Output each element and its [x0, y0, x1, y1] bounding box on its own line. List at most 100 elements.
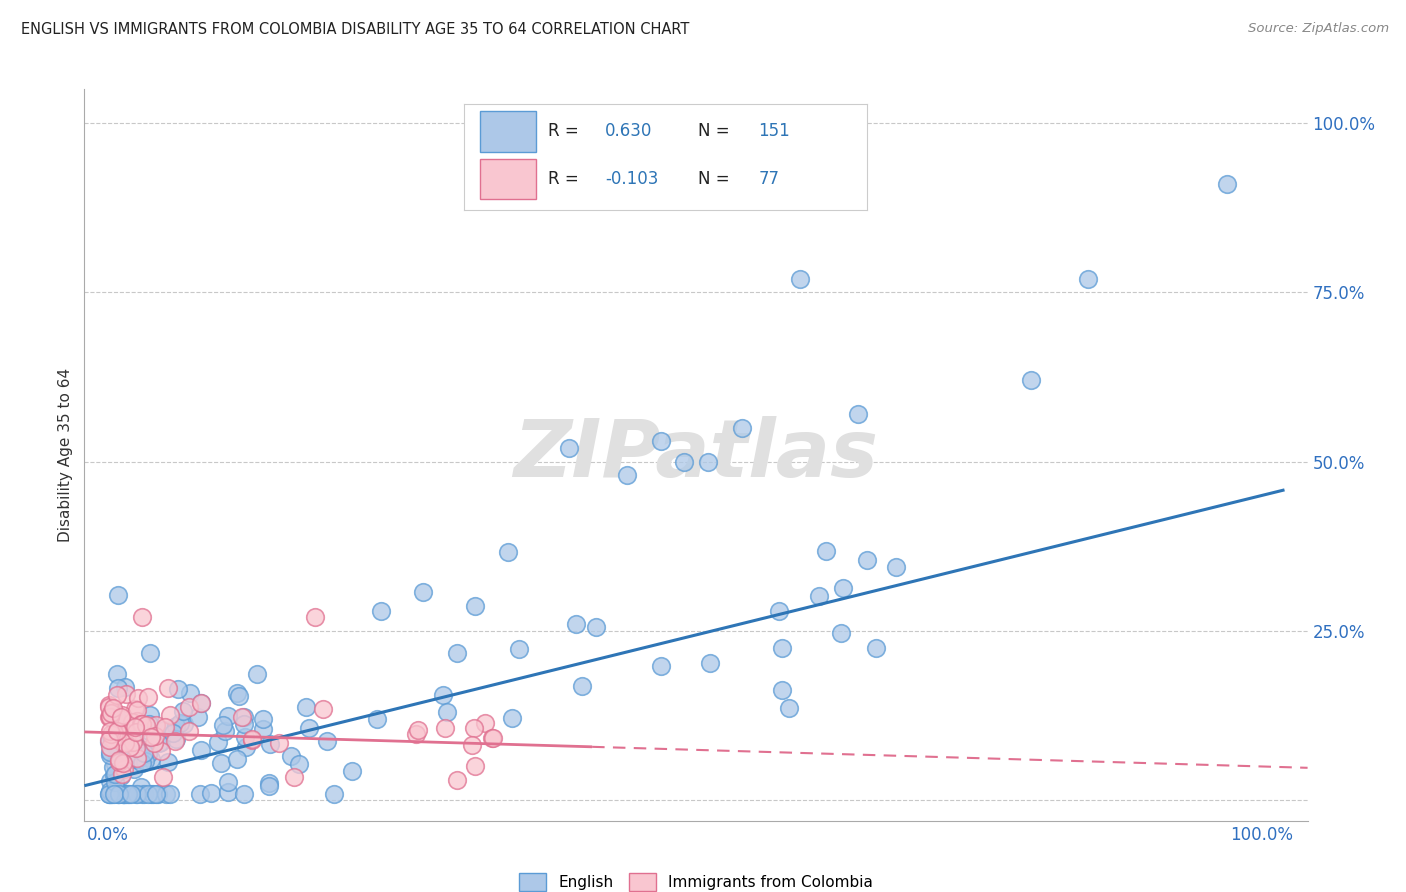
Point [98, 787, 121, 801]
Point [98, 747, 121, 762]
Point [460, 738, 482, 752]
Point [125, 751, 148, 765]
Point [179, 686, 201, 700]
Point [148, 736, 170, 750]
Point [153, 723, 176, 738]
Point [121, 714, 143, 729]
Point [120, 787, 142, 801]
Point [131, 719, 153, 733]
Point [108, 753, 131, 767]
Point [283, 770, 305, 784]
Point [110, 769, 132, 783]
Point [789, 272, 811, 286]
Point [103, 768, 125, 782]
Point [112, 787, 135, 801]
Point [173, 717, 195, 731]
Point [98, 723, 121, 738]
Point [131, 610, 153, 624]
Point [105, 688, 128, 702]
Point [217, 709, 239, 723]
Point [110, 713, 132, 727]
Point [138, 724, 160, 739]
Point [127, 714, 149, 728]
Text: Source: ZipAtlas.com: Source: ZipAtlas.com [1249, 22, 1389, 36]
Point [855, 553, 877, 567]
Point [832, 582, 855, 596]
Point [304, 610, 326, 624]
Point [508, 641, 530, 656]
Point [104, 767, 127, 781]
Point [103, 759, 125, 773]
Point [115, 727, 138, 741]
Point [173, 704, 195, 718]
Point [100, 706, 122, 720]
Point [114, 681, 136, 695]
Point [146, 787, 169, 801]
Point [142, 787, 165, 801]
Point [124, 720, 146, 734]
Point [558, 441, 581, 455]
Point [143, 736, 166, 750]
Point [179, 700, 201, 714]
Point [259, 737, 281, 751]
Point [138, 717, 160, 731]
Point [105, 724, 128, 739]
Legend: English, Immigrants from Colombia: English, Immigrants from Colombia [513, 867, 879, 892]
Point [226, 686, 249, 700]
Point [280, 748, 302, 763]
Point [114, 736, 136, 750]
Point [115, 687, 138, 701]
Point [110, 767, 132, 781]
Point [165, 731, 187, 746]
Point [100, 787, 122, 801]
Point [298, 721, 321, 735]
Point [98, 774, 121, 789]
Point [770, 683, 793, 698]
Y-axis label: Disability Age 35 to 64: Disability Age 35 to 64 [58, 368, 73, 542]
Point [132, 746, 155, 760]
Point [340, 764, 363, 778]
Point [233, 709, 256, 723]
Point [190, 696, 212, 710]
Point [242, 732, 264, 747]
Point [187, 710, 209, 724]
Point [97, 787, 120, 801]
Point [122, 731, 145, 745]
Point [257, 780, 280, 794]
Point [105, 739, 128, 754]
Text: ZIPatlas: ZIPatlas [513, 416, 879, 494]
Point [125, 725, 148, 739]
Point [177, 723, 200, 738]
Point [865, 640, 887, 655]
Point [98, 784, 121, 798]
Point [100, 733, 122, 747]
Point [252, 723, 274, 737]
Point [231, 709, 253, 723]
Point [97, 710, 120, 724]
Point [190, 742, 212, 756]
Point [585, 620, 607, 634]
Point [699, 656, 721, 670]
Point [103, 787, 125, 801]
Point [673, 455, 696, 469]
Point [104, 784, 127, 798]
Point [105, 743, 128, 757]
Point [434, 721, 457, 735]
Point [233, 731, 256, 745]
Point [127, 752, 149, 766]
Point [122, 752, 145, 766]
Point [366, 712, 388, 726]
Point [446, 772, 468, 787]
Point [97, 735, 120, 749]
Point [108, 787, 131, 801]
Point [778, 701, 800, 715]
Point [152, 770, 174, 784]
Point [100, 745, 122, 759]
Point [846, 407, 869, 421]
Point [101, 787, 124, 801]
Point [616, 468, 638, 483]
Point [138, 646, 160, 660]
Point [97, 732, 120, 747]
Point [138, 787, 160, 801]
Point [101, 704, 124, 718]
